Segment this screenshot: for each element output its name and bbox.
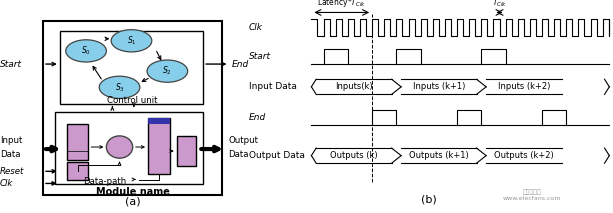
- Text: Output Data: Output Data: [249, 151, 305, 160]
- Bar: [43, 21, 223, 195]
- Bar: [67, 124, 88, 160]
- Text: End: End: [249, 113, 266, 122]
- Ellipse shape: [147, 60, 188, 82]
- Text: $T_{Clk}$: $T_{Clk}$: [492, 0, 507, 9]
- Text: Clk: Clk: [249, 23, 263, 32]
- Bar: [67, 162, 88, 180]
- Text: $S_1$: $S_1$: [127, 35, 136, 47]
- Text: (a): (a): [125, 197, 140, 207]
- Text: End: End: [232, 60, 249, 69]
- Text: Inputs (k+2): Inputs (k+2): [498, 82, 550, 91]
- Text: Start: Start: [249, 52, 271, 61]
- Text: Inputs(k): Inputs(k): [335, 82, 373, 91]
- Text: Inputs (k+1): Inputs (k+1): [413, 82, 465, 91]
- Text: $S_3$: $S_3$: [115, 81, 124, 94]
- Text: Input Data: Input Data: [249, 82, 297, 91]
- Text: $S_0$: $S_0$: [81, 45, 91, 57]
- Text: Outputs (k+2): Outputs (k+2): [494, 151, 554, 160]
- Ellipse shape: [66, 40, 107, 62]
- Text: $S_2$: $S_2$: [162, 65, 172, 77]
- Text: Latency*$T_{Clk}$: Latency*$T_{Clk}$: [317, 0, 367, 9]
- Ellipse shape: [111, 30, 152, 52]
- Text: (b): (b): [421, 195, 437, 205]
- Text: Clk: Clk: [0, 179, 13, 188]
- Bar: [60, 31, 204, 104]
- Text: Data-path: Data-path: [83, 177, 127, 186]
- Circle shape: [107, 136, 132, 158]
- Ellipse shape: [99, 76, 140, 98]
- Text: 电子发烧友
www.elecfans.com: 电子发烧友 www.elecfans.com: [503, 189, 562, 201]
- Bar: [148, 118, 170, 174]
- Bar: [55, 112, 204, 184]
- Bar: [177, 136, 196, 166]
- Text: Outputs (k+1): Outputs (k+1): [409, 151, 469, 160]
- Text: Outputs (k): Outputs (k): [330, 151, 378, 160]
- Text: Data: Data: [228, 150, 249, 159]
- Bar: [148, 118, 170, 124]
- Text: Reset: Reset: [0, 167, 25, 176]
- Text: Data: Data: [0, 150, 20, 159]
- Text: Module name: Module name: [96, 187, 170, 197]
- Text: Output: Output: [228, 137, 258, 145]
- Text: Control unit: Control unit: [107, 96, 158, 105]
- Text: Input: Input: [0, 137, 23, 145]
- Text: Start: Start: [0, 60, 22, 69]
